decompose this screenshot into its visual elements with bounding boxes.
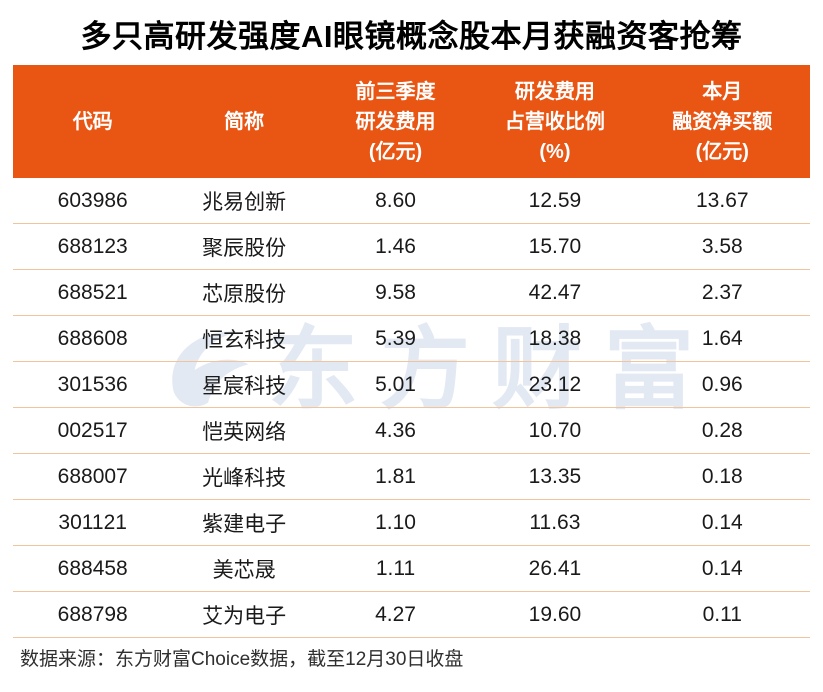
- cell-net-buy: 0.14: [701, 510, 743, 534]
- table-row: 002517 恺英网络 4.36 10.70 0.28: [13, 408, 810, 454]
- cell-code: 688521: [57, 280, 128, 304]
- cell-net-buy: 0.28: [701, 418, 743, 442]
- cell-net-buy: 2.37: [701, 280, 743, 304]
- cell-rd-expense: 8.60: [375, 188, 416, 212]
- header-net-buy: 本月 融资净买额 (亿元): [672, 80, 773, 163]
- cell-code: 688123: [57, 234, 128, 258]
- table-row: 688798 艾为电子 4.27 19.60 0.11: [13, 592, 810, 638]
- header-name: 简称: [224, 110, 265, 133]
- cell-rd-ratio: 26.41: [528, 556, 582, 580]
- table-row: 301536 星宸科技 5.01 23.12 0.96: [13, 362, 810, 408]
- table-header-row: 代码 简称 前三季度 研发费用 (亿元) 研发费用 占营收比例 (%) 本月 融…: [13, 65, 810, 178]
- cell-rd-expense: 4.27: [375, 602, 416, 626]
- cell-name: 芯原股份: [202, 282, 287, 306]
- cell-name: 光峰科技: [202, 466, 287, 490]
- cell-rd-ratio: 11.63: [529, 510, 581, 534]
- cell-net-buy: 3.58: [701, 234, 743, 258]
- cell-rd-ratio: 42.47: [528, 280, 582, 304]
- cell-name: 星宸科技: [202, 374, 287, 398]
- page-title: 多只高研发强度AI眼镜概念股本月获融资客抢筹: [80, 19, 743, 54]
- table-row: 688007 光峰科技 1.81 13.35 0.18: [13, 454, 810, 500]
- cell-net-buy: 13.67: [696, 188, 749, 212]
- cell-rd-expense: 4.36: [375, 418, 416, 442]
- cell-rd-ratio: 19.60: [528, 602, 582, 626]
- cell-rd-ratio: 12.59: [528, 188, 582, 212]
- table-row: 688608 恒玄科技 5.39 18.38 1.64: [13, 316, 810, 362]
- cell-name: 恺英网络: [202, 420, 287, 444]
- cell-name: 恒玄科技: [202, 328, 287, 352]
- cell-name: 美芯晟: [212, 558, 276, 582]
- cell-code: 603986: [57, 188, 128, 212]
- cell-rd-ratio: 13.35: [528, 464, 582, 488]
- table-row: 688521 芯原股份 9.58 42.47 2.37: [13, 270, 810, 316]
- cell-code: 002517: [57, 418, 128, 442]
- header-code: 代码: [72, 110, 113, 133]
- cell-code: 301121: [58, 510, 127, 534]
- stocks-table: 代码 简称 前三季度 研发费用 (亿元) 研发费用 占营收比例 (%) 本月 融…: [13, 65, 810, 638]
- cell-rd-expense: 1.81: [375, 464, 416, 488]
- header-rd-expense: 前三季度 研发费用 (亿元): [355, 80, 436, 163]
- cell-rd-expense: 5.39: [375, 326, 416, 350]
- cell-rd-expense: 1.10: [375, 510, 416, 534]
- table-row: 301121 紫建电子 1.10 11.63 0.14: [13, 500, 810, 546]
- table-row: 688458 美芯晟 1.11 26.41 0.14: [13, 546, 810, 592]
- cell-net-buy: 0.18: [701, 464, 743, 488]
- cell-rd-expense: 1.11: [375, 556, 416, 580]
- cell-code: 688007: [57, 464, 128, 488]
- cell-name: 紫建电子: [202, 512, 287, 536]
- table-body: 603986 兆易创新 8.60 12.59 13.67 688123 聚辰股份…: [13, 178, 810, 638]
- cell-code: 688608: [57, 326, 128, 350]
- cell-rd-ratio: 10.70: [528, 418, 582, 442]
- cell-rd-expense: 5.01: [375, 372, 416, 396]
- cell-name: 艾为电子: [202, 604, 287, 628]
- cell-rd-ratio: 15.70: [528, 234, 582, 258]
- cell-name: 聚辰股份: [202, 236, 287, 260]
- cell-rd-ratio: 18.38: [528, 326, 582, 350]
- cell-rd-expense: 1.46: [375, 234, 416, 258]
- source-note: 数据来源：东方财富Choice数据，截至12月30日收盘: [20, 649, 464, 670]
- table-row: 688123 聚辰股份 1.46 15.70 3.58: [13, 224, 810, 270]
- cell-code: 301536: [57, 372, 128, 396]
- cell-net-buy: 0.14: [701, 556, 743, 580]
- cell-name: 兆易创新: [202, 190, 287, 214]
- cell-net-buy: 1.64: [701, 326, 743, 350]
- cell-net-buy: 0.96: [701, 372, 743, 396]
- cell-net-buy: 0.11: [702, 602, 742, 626]
- watermark-text: 东方财富: [268, 320, 716, 420]
- cell-rd-ratio: 23.12: [528, 372, 582, 396]
- cell-code: 688458: [57, 556, 128, 580]
- eastmoney-swoosh-icon: [172, 331, 249, 407]
- eastmoney-watermark: 东方财富: [162, 322, 716, 418]
- table-row: 603986 兆易创新 8.60 12.59 13.67: [13, 178, 810, 224]
- header-rd-ratio: 研发费用 占营收比例 (%): [504, 80, 605, 163]
- cell-code: 688798: [57, 602, 128, 626]
- cell-rd-expense: 9.58: [375, 280, 416, 304]
